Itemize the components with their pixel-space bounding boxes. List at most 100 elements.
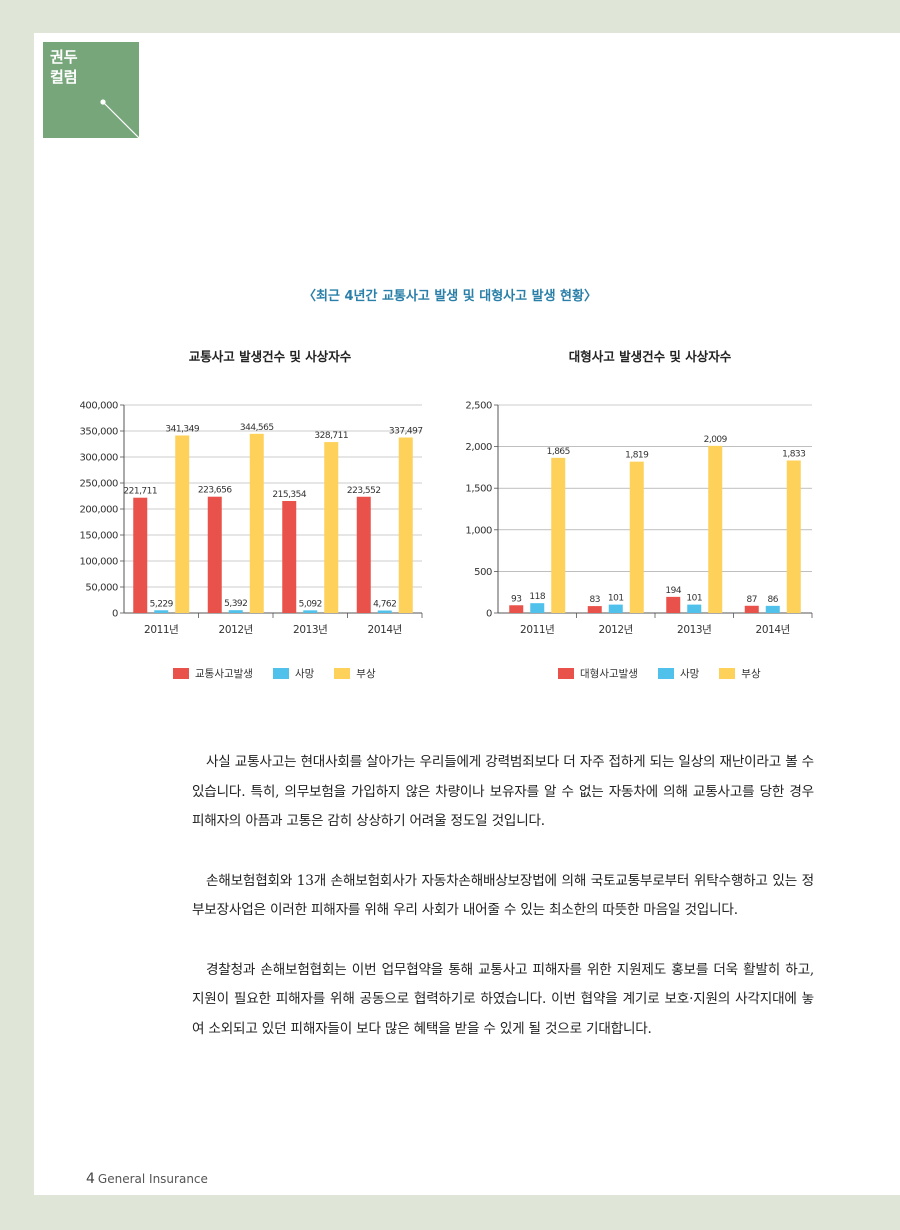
data-label: 5,092 bbox=[299, 599, 322, 609]
chart-title-major-accidents: 대형사고 발생건수 및 사상자수 bbox=[568, 349, 732, 364]
y-tick-label: 0 bbox=[112, 609, 118, 620]
data-label: 341,349 bbox=[165, 424, 199, 434]
legend-item: 사망 bbox=[272, 666, 315, 681]
bar bbox=[687, 604, 702, 613]
y-tick-label: 1,500 bbox=[465, 484, 492, 495]
x-tick-label: 2013년 bbox=[293, 624, 327, 636]
bar bbox=[175, 435, 190, 613]
legend-swatch bbox=[334, 668, 351, 679]
data-label: 221,711 bbox=[123, 487, 157, 497]
paragraph: 사실 교통사고는 현대사회를 살아가는 우리들에게 강력범죄보다 더 자주 접하… bbox=[192, 754, 814, 829]
section-tag-label: 권두 컬럼 bbox=[50, 48, 78, 86]
legend-swatch bbox=[558, 668, 574, 679]
data-label: 101 bbox=[608, 594, 624, 604]
data-label: 5,229 bbox=[150, 599, 174, 609]
y-tick-label: 350,000 bbox=[79, 427, 118, 438]
bar bbox=[228, 610, 243, 613]
data-label: 337,497 bbox=[389, 427, 423, 437]
bar bbox=[666, 596, 681, 613]
data-label: 344,565 bbox=[240, 423, 274, 433]
bar bbox=[282, 501, 297, 613]
data-label: 5,392 bbox=[224, 599, 247, 609]
legend-swatch bbox=[272, 668, 289, 679]
bar bbox=[324, 442, 339, 613]
x-tick-label: 2013년 bbox=[677, 624, 711, 636]
bar bbox=[377, 610, 392, 613]
legend-label: 부상 bbox=[741, 668, 761, 680]
data-label: 215,354 bbox=[272, 490, 306, 500]
x-tick-label: 2012년 bbox=[219, 624, 253, 636]
data-label: 2,009 bbox=[704, 435, 728, 445]
legend-swatch bbox=[657, 668, 674, 679]
y-tick-label: 200,000 bbox=[79, 505, 118, 516]
x-tick-label: 2011년 bbox=[144, 624, 178, 636]
bar bbox=[551, 457, 566, 613]
bar bbox=[530, 603, 545, 613]
article-body: 사실 교통사고는 현대사회를 살아가는 우리들에게 강력범죄보다 더 자주 접하… bbox=[192, 748, 814, 1074]
y-tick-label: 50,000 bbox=[85, 583, 118, 594]
legend-label: 사망 bbox=[294, 668, 315, 680]
x-tick-label: 2011년 bbox=[520, 624, 554, 636]
bar bbox=[629, 461, 644, 613]
bar bbox=[608, 604, 623, 613]
y-tick-label: 2,000 bbox=[465, 442, 492, 453]
x-tick-label: 2014년 bbox=[368, 624, 402, 636]
section-tag: 권두 컬럼 bbox=[43, 42, 139, 138]
y-tick-label: 500 bbox=[474, 567, 492, 578]
page-footer: 4 General Insurance bbox=[86, 1171, 208, 1187]
data-label: 83 bbox=[590, 595, 600, 605]
legend-item: 대형사고발생 bbox=[558, 666, 638, 681]
data-label: 118 bbox=[529, 592, 545, 602]
legend-item: 부상 bbox=[334, 666, 376, 681]
legend-item: 부상 bbox=[719, 666, 761, 681]
bar bbox=[765, 605, 780, 613]
major-accident-chart: 0 500 1,000 1,500 2,000 2,500 2011년 93 118 1,865 2… bbox=[465, 401, 813, 636]
legend-label: 부상 bbox=[356, 668, 376, 680]
x-tick-label: 2012년 bbox=[599, 624, 633, 636]
bar bbox=[356, 496, 371, 613]
data-label: 86 bbox=[768, 595, 779, 605]
bar bbox=[744, 605, 759, 613]
y-tick-label: 100,000 bbox=[79, 557, 118, 568]
legend-label: 사망 bbox=[679, 668, 700, 680]
bar bbox=[509, 605, 524, 613]
y-tick-label: 1,000 bbox=[465, 525, 492, 536]
data-label: 1,865 bbox=[547, 447, 570, 457]
paragraph: 경찰청과 손해보험협회는 이번 업무협약을 통해 교통사고 피해자를 위한 지원… bbox=[192, 961, 814, 1037]
data-label: 93 bbox=[511, 594, 521, 604]
data-label: 1,819 bbox=[625, 451, 649, 461]
figure-title: 〈최근 4년간 교통사고 발생 및 대형사고 발생 현황〉 bbox=[303, 289, 597, 304]
data-label: 223,656 bbox=[198, 486, 232, 496]
major-chart-legend: 대형사고발생 사망 부상 bbox=[558, 666, 761, 681]
legend-item: 교통사고발생 bbox=[173, 666, 253, 681]
legend-label: 교통사고발생 bbox=[195, 668, 253, 680]
page-sheet bbox=[34, 33, 900, 1195]
y-tick-label: 250,000 bbox=[79, 479, 118, 490]
y-tick-label: 300,000 bbox=[79, 453, 118, 464]
data-label: 1,833 bbox=[782, 449, 805, 459]
paragraph: 손해보험협회와 13개 손해보험회사가 자동차손해배상보장법에 의해 국토교통부… bbox=[192, 872, 814, 919]
bar bbox=[398, 437, 413, 613]
bar bbox=[587, 606, 602, 613]
x-tick-label: 2014년 bbox=[756, 624, 790, 636]
legend-item: 사망 bbox=[657, 666, 700, 681]
y-tick-label: 0 bbox=[486, 609, 492, 620]
bar bbox=[207, 496, 222, 613]
bar bbox=[708, 445, 723, 613]
data-label: 223,552 bbox=[347, 486, 381, 496]
data-label: 87 bbox=[747, 595, 757, 605]
legend-label: 대형사고발생 bbox=[580, 668, 638, 680]
data-label: 328,711 bbox=[314, 431, 348, 441]
y-tick-label: 150,000 bbox=[79, 531, 118, 542]
traffic-chart-legend: 교통사고발생 사망 부상 bbox=[173, 666, 376, 681]
traffic-accident-chart: 0 50,000 100,000 150,000 200,000 250,000 300,0… bbox=[79, 401, 423, 637]
y-tick-label: 400,000 bbox=[79, 401, 118, 412]
bar bbox=[303, 610, 318, 613]
data-label: 101 bbox=[686, 594, 702, 604]
data-label: 194 bbox=[665, 586, 681, 596]
legend-swatch bbox=[173, 668, 189, 679]
data-label: 4,762 bbox=[373, 600, 396, 610]
page-number: 4 bbox=[86, 1171, 95, 1187]
bar bbox=[786, 460, 801, 613]
bar bbox=[154, 610, 169, 613]
